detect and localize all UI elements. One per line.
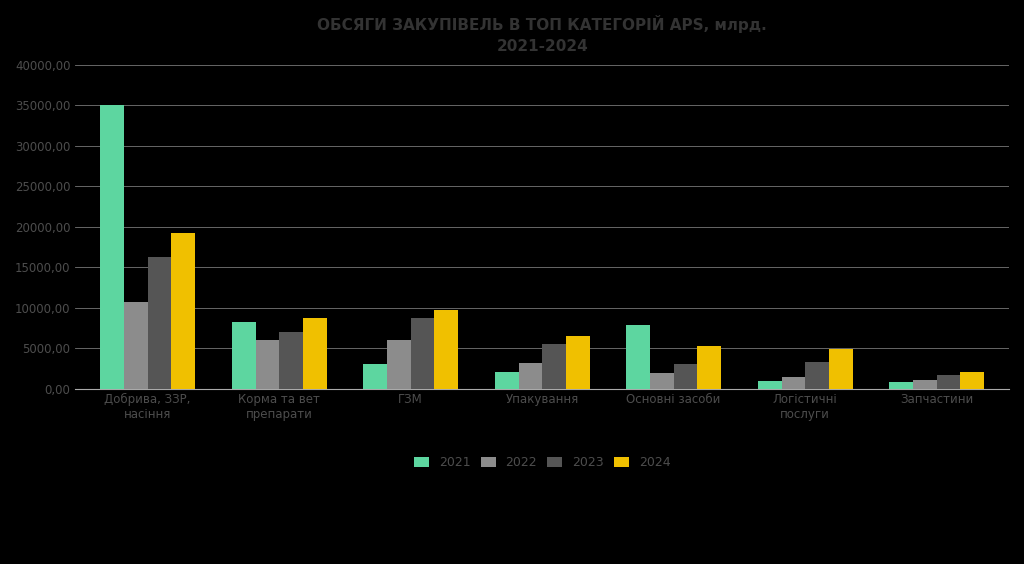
Bar (231, 322, 256, 389)
Bar (937, 374, 961, 389)
Bar (889, 382, 913, 389)
Legend: 2021, 2022, 2023, 2024: 2021, 2022, 2023, 2024 (411, 452, 674, 473)
Bar (495, 372, 518, 389)
Bar (303, 318, 327, 389)
Bar (566, 336, 590, 389)
Bar (100, 105, 124, 389)
Bar (650, 373, 674, 389)
Bar (674, 364, 697, 389)
Bar (434, 310, 458, 389)
Bar (171, 233, 195, 389)
Bar (387, 340, 411, 389)
Bar (961, 372, 984, 389)
Bar (542, 344, 566, 389)
Bar (256, 340, 280, 389)
Bar (828, 349, 853, 389)
Bar (627, 325, 650, 389)
Bar (147, 257, 171, 389)
Bar (805, 362, 828, 389)
Bar (411, 318, 434, 389)
Bar (697, 346, 721, 389)
Bar (913, 380, 937, 389)
Bar (124, 302, 147, 389)
Bar (758, 381, 781, 389)
Bar (518, 363, 542, 389)
Bar (781, 377, 805, 389)
Title: ОБСЯГИ ЗАКУПІВЕЛЬ В ТОП КАТЕГОРІЙ APS, млрд.
2021-2024: ОБСЯГИ ЗАКУПІВЕЛЬ В ТОП КАТЕГОРІЙ APS, м… (317, 15, 767, 54)
Bar (280, 332, 303, 389)
Bar (364, 364, 387, 389)
